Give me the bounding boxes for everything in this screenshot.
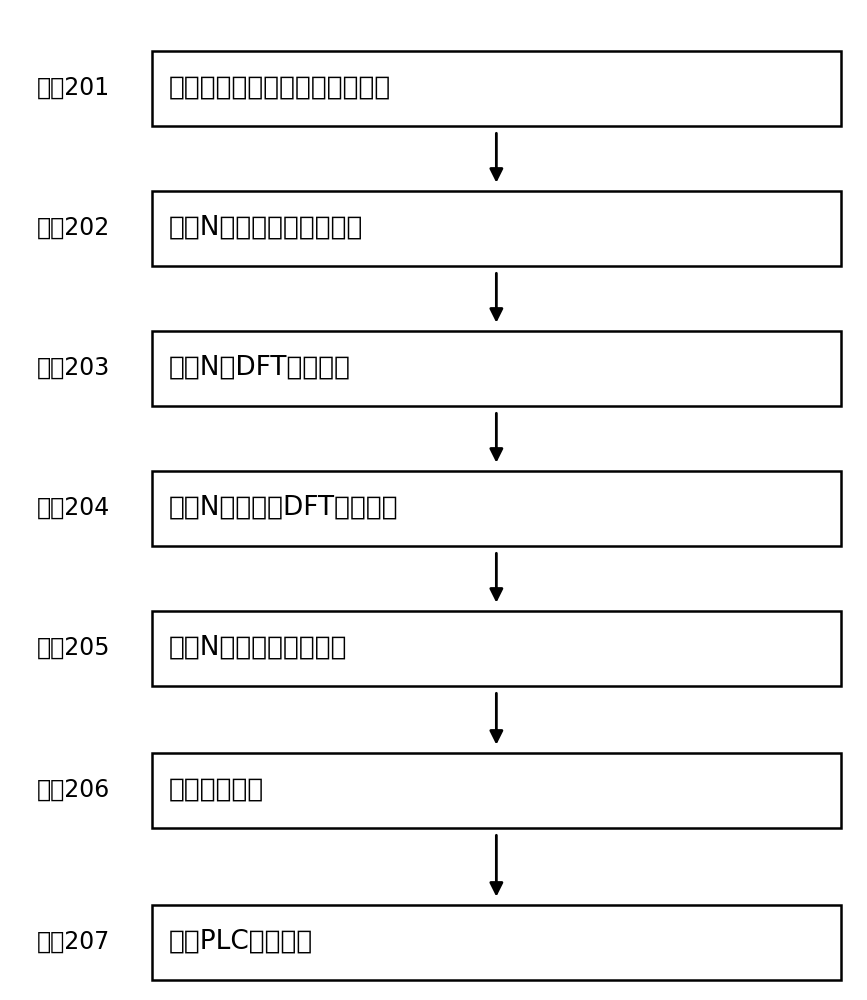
- Text: 求取N个信号差分延迟序列: 求取N个信号差分延迟序列: [169, 215, 363, 241]
- Bar: [152, 50, 841, 125]
- Text: 求取N个中心频率偏移量: 求取N个中心频率偏移量: [169, 635, 348, 661]
- Text: 求取N个DFT系数序列: 求取N个DFT系数序列: [169, 355, 351, 381]
- Bar: [152, 904, 841, 980]
- Text: 模块207: 模块207: [37, 930, 110, 954]
- Bar: [152, 610, 841, 686]
- Text: 模块206: 模块206: [37, 778, 110, 802]
- Bar: [152, 471, 841, 546]
- Bar: [152, 752, 841, 828]
- Text: 模块201: 模块201: [37, 76, 110, 100]
- Text: 模块203: 模块203: [37, 356, 110, 380]
- Text: 求取N个归一化DFT系数序列: 求取N个归一化DFT系数序列: [169, 495, 399, 521]
- Text: 模块204: 模块204: [37, 496, 110, 520]
- Bar: [152, 330, 841, 406]
- Text: 模块202: 模块202: [37, 216, 110, 240]
- Text: 求取判断阈值: 求取判断阈值: [169, 777, 264, 803]
- Text: 检测PLC脉冲噪声: 检测PLC脉冲噪声: [169, 929, 313, 955]
- Bar: [152, 190, 841, 265]
- Text: 模块205: 模块205: [37, 636, 110, 660]
- Text: 获取按时间顺序采集的信号序列: 获取按时间顺序采集的信号序列: [169, 75, 391, 101]
